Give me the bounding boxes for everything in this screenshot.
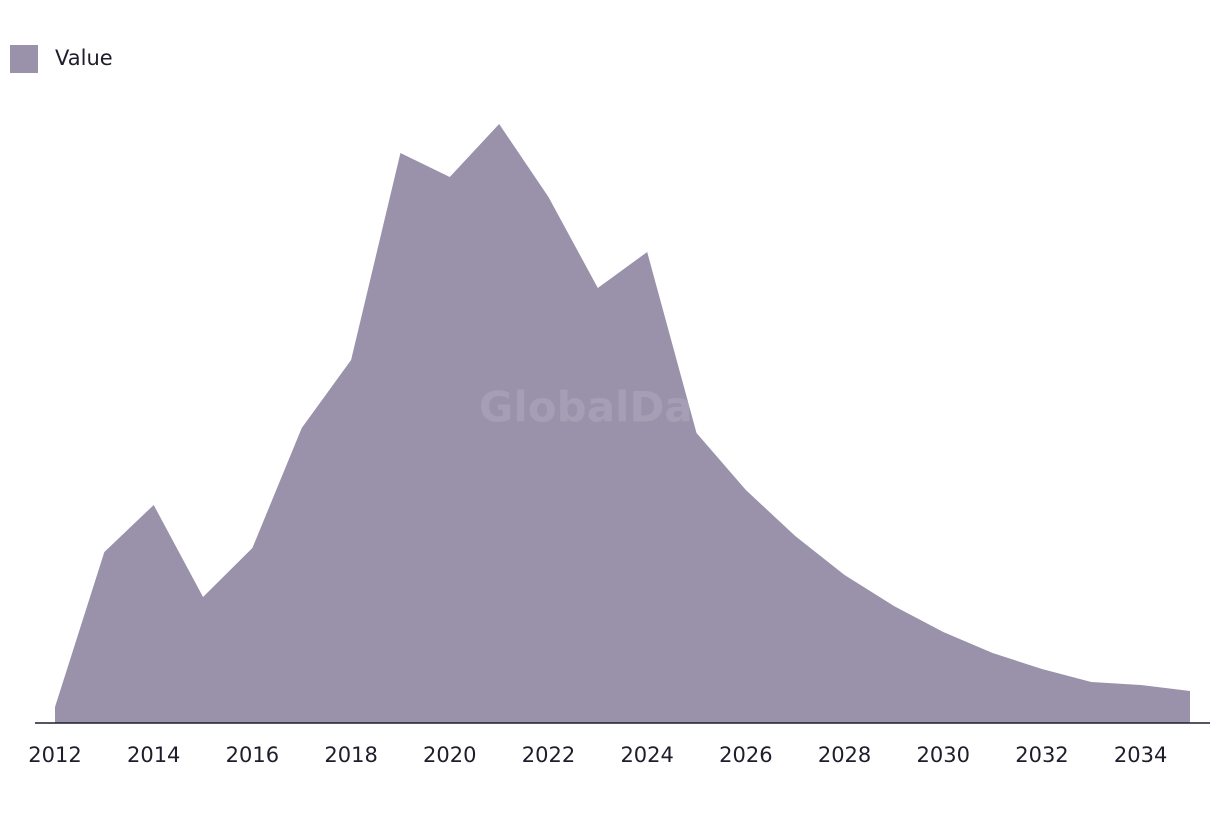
x-tick-label: 2022 [522, 743, 575, 767]
x-tick-label: 2016 [226, 743, 279, 767]
watermark: GlobalData [479, 383, 741, 432]
x-tick-label: 2034 [1114, 743, 1167, 767]
x-tick-label: 2020 [423, 743, 476, 767]
x-tick-label: 2026 [719, 743, 772, 767]
legend-label: Value [55, 46, 113, 70]
x-tick-label: 2012 [28, 743, 81, 767]
x-tick-label: 2032 [1015, 743, 1068, 767]
legend-swatch [10, 45, 38, 73]
area [55, 124, 1190, 723]
x-tick-label: 2028 [818, 743, 871, 767]
x-tick-label: 2018 [324, 743, 377, 767]
x-tick-label: 2024 [620, 743, 673, 767]
x-tick-label: 2014 [127, 743, 180, 767]
x-tick-label: 2030 [917, 743, 970, 767]
